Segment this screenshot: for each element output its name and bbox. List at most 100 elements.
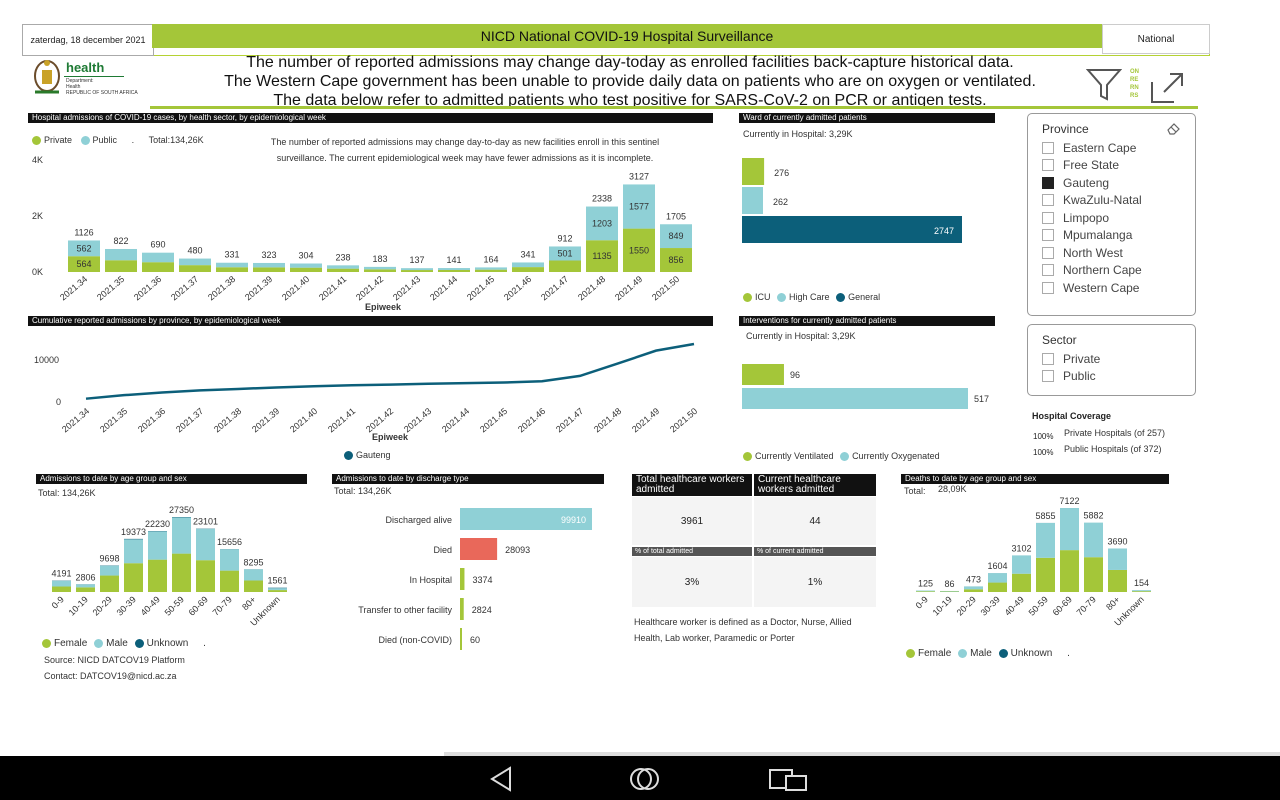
checkbox[interactable] — [1042, 229, 1054, 242]
x-tick-label: 2021.34 — [60, 406, 91, 435]
x-tick-label: 2021.40 — [288, 406, 319, 435]
back-icon[interactable] — [488, 766, 514, 797]
province-item-gauteng[interactable]: Gauteng — [1042, 174, 1142, 192]
bar-public — [401, 268, 433, 271]
weekly-admissions-title: Hospital admissions of COVID-19 cases, b… — [28, 113, 713, 123]
coverage-label: Private Hospitals (of 257) — [1064, 428, 1166, 438]
region-selector[interactable]: National — [1102, 24, 1210, 54]
android-nav-bar — [0, 756, 1280, 800]
ward-bar-label: 2747 — [934, 226, 954, 236]
checkbox[interactable] — [1042, 281, 1054, 294]
age-tick-label: 30-39 — [115, 594, 138, 617]
bar-public — [660, 224, 692, 249]
eraser-icon[interactable] — [1166, 121, 1182, 140]
bar-total-label: 164 — [483, 254, 498, 264]
bar-total-label: 331 — [224, 250, 239, 260]
checkbox[interactable] — [1042, 194, 1054, 207]
sector-slicer: Sector Private Public — [1027, 324, 1196, 396]
checkbox[interactable] — [1042, 159, 1054, 172]
bar-private — [475, 269, 507, 272]
age-bar-male — [172, 517, 191, 554]
province-item-label: KwaZulu-Natal — [1063, 193, 1142, 208]
province-item-label: Free State — [1063, 158, 1120, 173]
bar-private — [401, 270, 433, 272]
bar-total-label: 912 — [557, 233, 572, 243]
cumulative-ytick: 10000 — [34, 355, 60, 365]
sector-list: Private Public — [1042, 350, 1100, 385]
bar-total-label: 341 — [520, 249, 535, 259]
bar-private — [364, 269, 396, 272]
bar-total-label: 690 — [150, 240, 165, 250]
checkbox[interactable] — [1042, 246, 1054, 259]
checkbox[interactable] — [1042, 176, 1054, 189]
age-admissions-legend: Female Male Unknown . — [42, 638, 206, 649]
bar-public — [68, 240, 100, 257]
province-item-mpumalanga[interactable]: Mpumalanga — [1042, 227, 1142, 245]
legend-dot-private — [32, 136, 41, 146]
cumulative-chart: 2021.34 2021.35 2021.36 2021.37 2021.38 2021.… — [60, 342, 699, 435]
bar-total-label: 323 — [261, 250, 276, 260]
checkbox[interactable] — [1042, 264, 1054, 277]
age-total-label: 23101 — [193, 517, 218, 527]
sector-item-private[interactable]: Private — [1042, 350, 1100, 368]
intervention-bar — [742, 364, 784, 385]
bar-private — [105, 260, 137, 272]
x-tick-label: 2021.47 — [539, 274, 570, 303]
legend-dot-gauteng — [344, 451, 353, 461]
x-tick-label: 2021.46 — [502, 274, 533, 303]
discharge-bar — [460, 538, 498, 560]
province-item-label: Western Cape — [1063, 280, 1140, 295]
province-item-free-state[interactable]: Free State — [1042, 157, 1142, 175]
legend-dot-ventilated — [743, 452, 752, 462]
ward-bar — [742, 158, 765, 185]
x-tick-label: 2021.38 — [206, 274, 237, 303]
recent-apps-icon[interactable] — [768, 768, 808, 797]
checkbox[interactable] — [1042, 211, 1054, 224]
intervention-bar-label: 517 — [974, 394, 989, 404]
checkbox[interactable] — [1042, 370, 1054, 383]
age-bar-male — [148, 531, 167, 560]
province-item-kwazulu-natal[interactable]: KwaZulu-Natal — [1042, 192, 1142, 210]
sector-item-public[interactable]: Public — [1042, 368, 1100, 386]
bar-total-label: 1705 — [666, 211, 686, 221]
age-bar-male — [52, 580, 71, 587]
bar-private — [290, 267, 322, 272]
scroll-track[interactable] — [444, 752, 1280, 756]
province-item-north-west[interactable]: North West — [1042, 244, 1142, 262]
weekly-ytick: 4K — [32, 155, 44, 165]
bar-private — [623, 228, 655, 272]
ward-bar — [742, 187, 763, 214]
checkbox[interactable] — [1042, 141, 1054, 154]
ward-legend: ICU High Care General — [743, 292, 880, 303]
discharge-value-label: 3374 — [472, 575, 492, 585]
x-tick-label: 2021.46 — [516, 406, 547, 435]
home-icon[interactable] — [628, 766, 662, 797]
bar-public — [364, 266, 396, 270]
age-tick-label: 40-49 — [1003, 594, 1026, 617]
x-tick-label: 2021.50 — [668, 406, 699, 435]
age-bar-male — [988, 573, 1007, 583]
interventions-legend: Currently Ventilated Currently Oxygenate… — [743, 451, 940, 462]
x-tick-label: 2021.41 — [326, 406, 357, 435]
hcw-total-value: 3961 — [632, 497, 752, 545]
province-item-western-cape[interactable]: Western Cape — [1042, 279, 1142, 297]
x-tick-label: 2021.35 — [95, 274, 126, 303]
age-total-label: 3102 — [1011, 543, 1031, 553]
province-item-northern-cape[interactable]: Northern Cape — [1042, 262, 1142, 280]
filter-icon[interactable] — [1085, 68, 1123, 107]
expand-icon[interactable] — [1150, 72, 1184, 109]
age-tick-label: 70-79 — [211, 594, 234, 617]
age-bar-male — [76, 584, 95, 588]
age-bar-male — [1060, 508, 1079, 551]
province-item-limpopo[interactable]: Limpopo — [1042, 209, 1142, 227]
age-bar-female — [1060, 550, 1079, 592]
age-total-label: 27350 — [169, 505, 194, 515]
bar-public — [216, 262, 248, 268]
contact-text[interactable]: Contact: DATCOV19@nicd.ac.za — [44, 671, 177, 681]
province-item-eastern-cape[interactable]: Eastern Cape — [1042, 139, 1142, 157]
bar-segment-label: 562 — [76, 243, 91, 253]
checkbox[interactable] — [1042, 352, 1054, 365]
age-total-label: 86 — [944, 579, 954, 589]
ward-bar-label: 262 — [773, 197, 788, 207]
x-tick-label: 2021.41 — [317, 274, 348, 303]
